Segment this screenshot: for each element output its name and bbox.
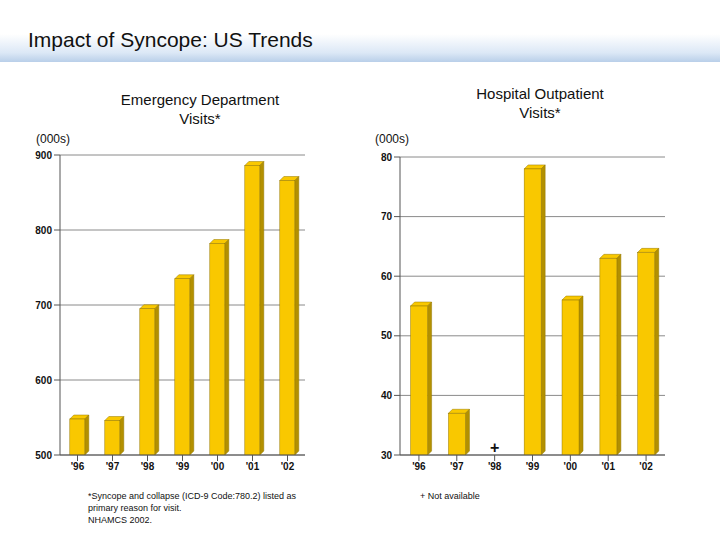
svg-text:'98: '98	[488, 461, 502, 472]
html-text:Impact of Syncope: US Trends: Impact of Syncope: US Trends	[28, 28, 313, 51]
svg-text:700: 700	[35, 300, 52, 311]
svg-text:50: 50	[381, 330, 393, 341]
svg-text:+: +	[490, 439, 499, 456]
html-text:(000s): (000s)	[36, 132, 70, 146]
svg-text:'97: '97	[106, 461, 120, 472]
svg-text:500: 500	[35, 450, 52, 461]
html-text:+ Not available: + Not available	[420, 491, 480, 501]
html-text:NHAMCS 2002.: NHAMCS 2002.	[88, 515, 152, 525]
svg-text:'02: '02	[639, 461, 653, 472]
svg-text:'00: '00	[564, 461, 578, 472]
svg-text:800: 800	[35, 225, 52, 236]
html-text:*Syncope and collapse (ICD-9 C: *Syncope and collapse (ICD-9 Code:780.2)…	[88, 491, 297, 501]
html-text:Hospital Outpatient Visits*: Hospital Outpatient Visits*	[476, 85, 604, 121]
svg-text:'96: '96	[412, 461, 426, 472]
svg-text:'97: '97	[450, 461, 464, 472]
svg-text:600: 600	[35, 375, 52, 386]
svg-text:'99: '99	[176, 461, 190, 472]
svg-text:80: 80	[381, 152, 393, 163]
svg-text:'02: '02	[281, 461, 295, 472]
svg-text:'01: '01	[601, 461, 615, 472]
svg-text:'96: '96	[71, 461, 85, 472]
html-text:(000s): (000s)	[375, 132, 409, 146]
svg-text:'98: '98	[141, 461, 155, 472]
svg-text:'00: '00	[211, 461, 225, 472]
svg-text:70: 70	[381, 211, 393, 222]
html-text:Emergency Department Visits*: Emergency Department Visits*	[120, 91, 280, 127]
svg-text:60: 60	[381, 271, 393, 282]
html-text:primary reason for visit.: primary reason for visit.	[88, 503, 182, 513]
svg-text:'99: '99	[526, 461, 540, 472]
svg-text:'01: '01	[246, 461, 260, 472]
svg-text:40: 40	[381, 390, 393, 401]
svg-text:30: 30	[381, 450, 393, 461]
svg-text:900: 900	[35, 150, 52, 161]
